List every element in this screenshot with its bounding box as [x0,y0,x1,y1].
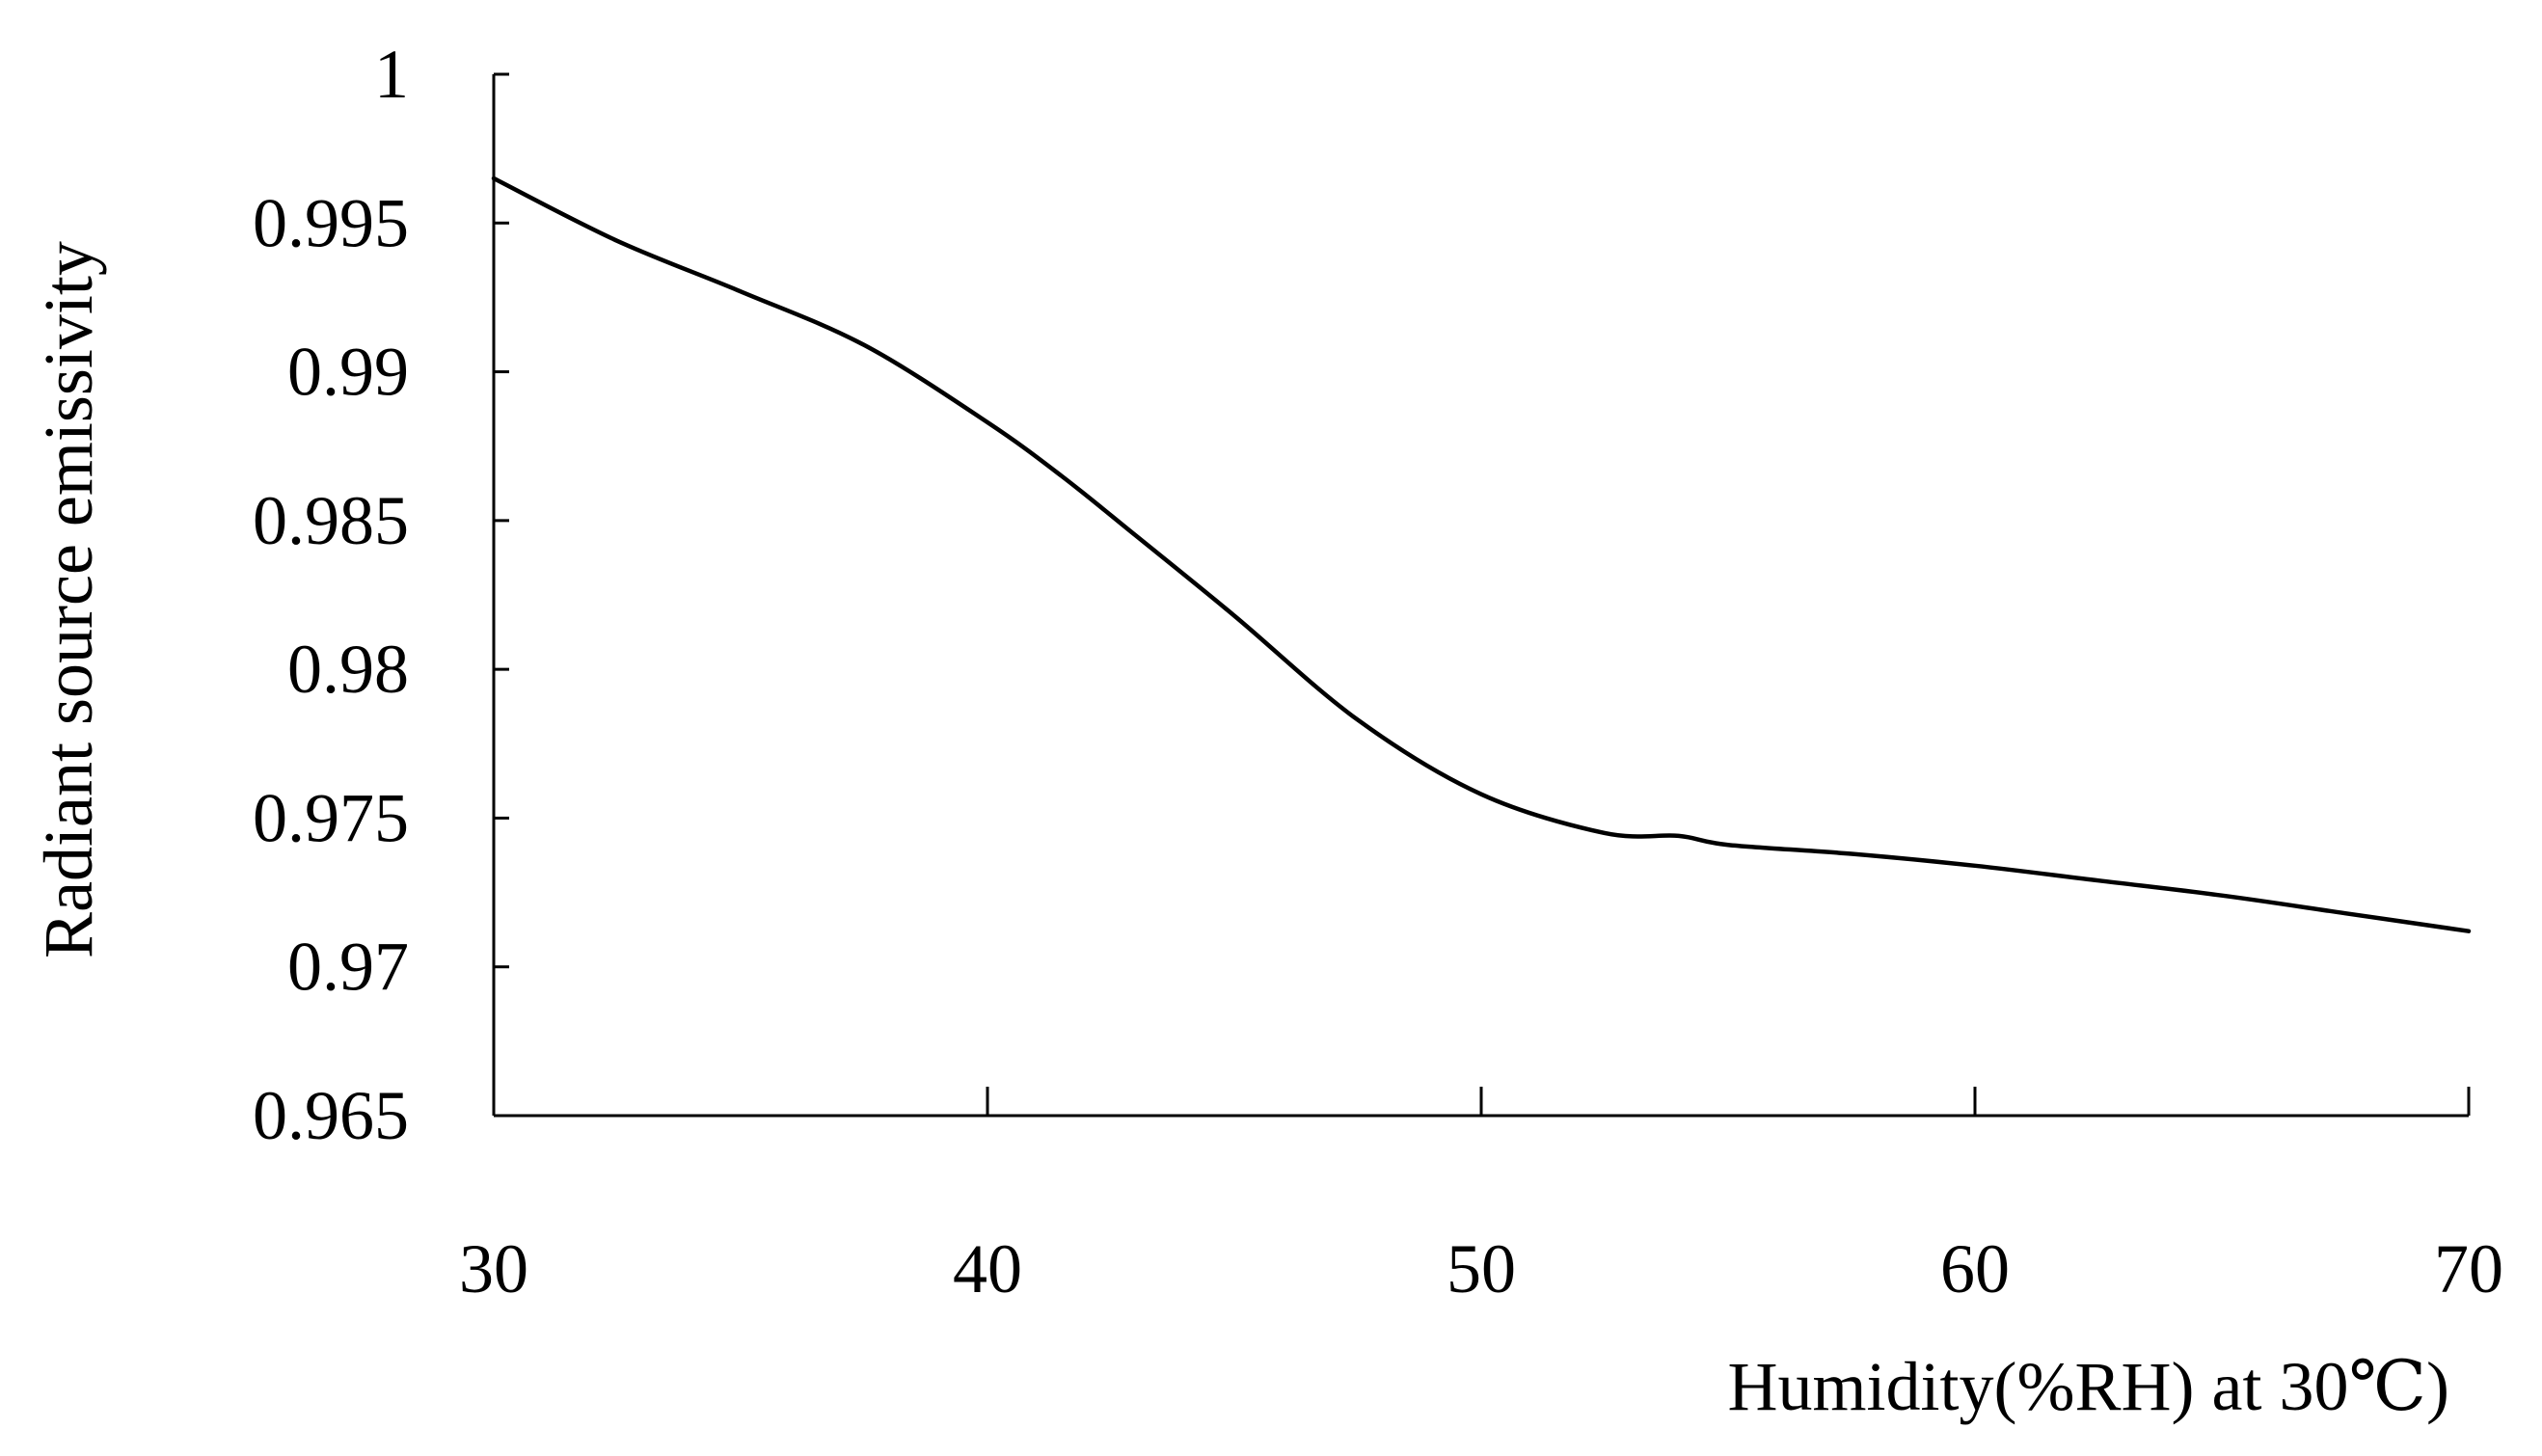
y-axis-title: Radiant source emissivity [30,241,107,958]
y-tick-label: 0.99 [287,334,409,411]
x-tick-label: 50 [1447,1230,1516,1308]
y-tick-label: 1 [374,36,409,113]
x-tick-label: 60 [1940,1230,2010,1308]
series-line [491,175,2472,933]
axes: 0.965 0.97 0.975 0.98 0.985 0.99 0.995 1 30 40 50 6… [253,36,2503,1308]
x-axis-title: Humidity(%RH) at 30℃) [1728,1348,2449,1425]
series-layer [491,175,2472,933]
x-tick-label: 40 [953,1230,1022,1308]
x-tick-label: 70 [2434,1230,2503,1308]
x-tick-label: 30 [459,1230,528,1308]
y-tick-label: 0.97 [287,929,409,1006]
y-tick-label: 0.985 [253,482,409,559]
y-tick-label: 0.98 [287,631,409,708]
y-tick-label: 0.965 [253,1077,409,1154]
y-tick-label: 0.995 [253,184,409,261]
y-tick-label: 0.975 [253,779,409,856]
